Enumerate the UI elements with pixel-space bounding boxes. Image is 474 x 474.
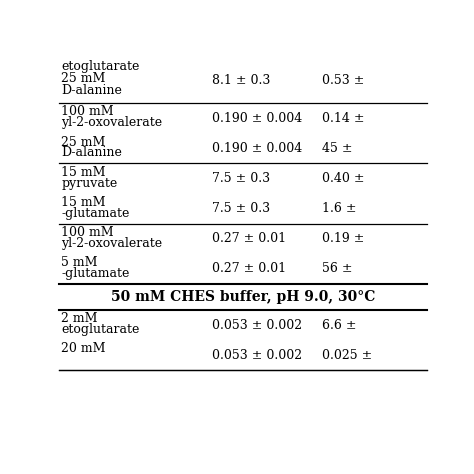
- Text: 0.40 ±: 0.40 ±: [322, 172, 365, 185]
- Text: 0.53 ±: 0.53 ±: [322, 73, 365, 87]
- Text: 20 mM: 20 mM: [61, 343, 106, 356]
- Text: 2 mM: 2 mM: [61, 312, 98, 325]
- Text: 0.025 ±: 0.025 ±: [322, 349, 372, 362]
- Text: 7.5 ± 0.3: 7.5 ± 0.3: [212, 202, 270, 215]
- Text: 7.5 ± 0.3: 7.5 ± 0.3: [212, 172, 270, 185]
- Text: 25 mM: 25 mM: [61, 136, 105, 148]
- Text: 0.053 ± 0.002: 0.053 ± 0.002: [212, 319, 302, 332]
- Text: 25 mM: 25 mM: [61, 72, 105, 85]
- Text: 0.19 ±: 0.19 ±: [322, 232, 365, 245]
- Text: 100 mM: 100 mM: [61, 226, 114, 239]
- Text: 15 mM: 15 mM: [61, 165, 106, 179]
- Text: etoglutarate: etoglutarate: [61, 323, 139, 337]
- Text: -glutamate: -glutamate: [61, 207, 129, 220]
- Text: 0.190 ± 0.004: 0.190 ± 0.004: [212, 112, 302, 125]
- Text: yl-2-oxovalerate: yl-2-oxovalerate: [61, 117, 162, 129]
- Text: 5 mM: 5 mM: [61, 256, 98, 269]
- Text: 0.190 ± 0.004: 0.190 ± 0.004: [212, 142, 302, 155]
- Text: yl-2-oxovalerate: yl-2-oxovalerate: [61, 237, 162, 250]
- Text: etoglutarate: etoglutarate: [61, 60, 139, 73]
- Text: 15 mM: 15 mM: [61, 196, 106, 209]
- Text: 0.27 ± 0.01: 0.27 ± 0.01: [212, 232, 286, 245]
- Text: 6.6 ±: 6.6 ±: [322, 319, 356, 332]
- Text: 1.6 ±: 1.6 ±: [322, 202, 356, 215]
- Text: 100 mM: 100 mM: [61, 105, 114, 118]
- Text: D-alanine: D-alanine: [61, 84, 122, 97]
- Text: pyruvate: pyruvate: [61, 177, 118, 190]
- Text: 50 mM CHES buffer, pH 9.0, 30°C: 50 mM CHES buffer, pH 9.0, 30°C: [111, 290, 375, 304]
- Text: D-alanine: D-alanine: [61, 146, 122, 159]
- Text: -glutamate: -glutamate: [61, 267, 129, 280]
- Text: 56 ±: 56 ±: [322, 262, 352, 275]
- Text: 8.1 ± 0.3: 8.1 ± 0.3: [212, 73, 270, 87]
- Text: 0.053 ± 0.002: 0.053 ± 0.002: [212, 349, 302, 362]
- Text: 0.27 ± 0.01: 0.27 ± 0.01: [212, 262, 286, 275]
- Text: 45 ±: 45 ±: [322, 142, 352, 155]
- Text: 0.14 ±: 0.14 ±: [322, 112, 365, 125]
